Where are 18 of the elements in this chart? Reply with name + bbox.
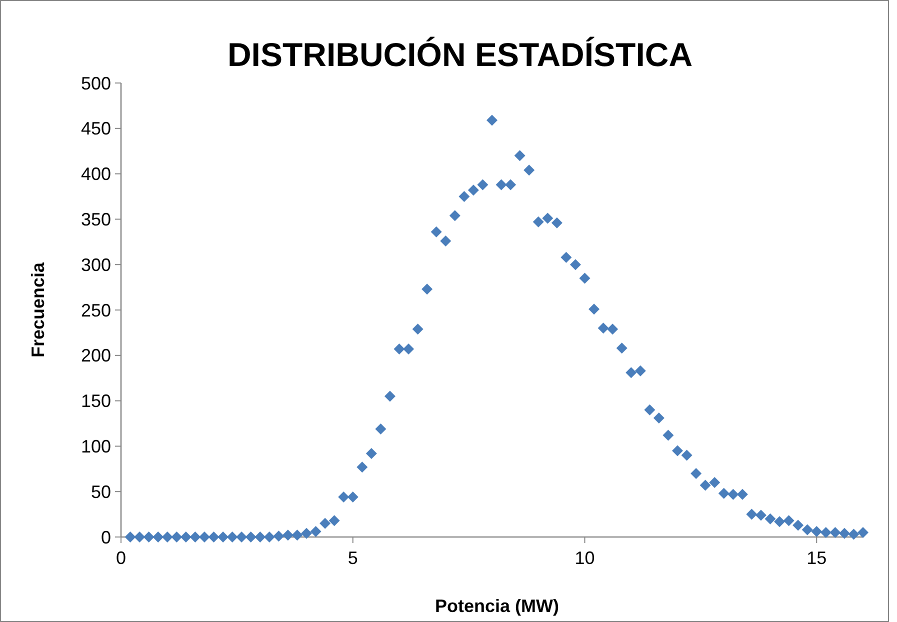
y-tick-label: 450 bbox=[80, 118, 111, 139]
x-tick-label: 15 bbox=[806, 548, 827, 568]
x-tick-label: 0 bbox=[116, 548, 126, 568]
chart-title: DISTRIBUCIÓN ESTADÍSTICA bbox=[227, 36, 693, 73]
y-tick-label: 250 bbox=[80, 300, 111, 320]
x-tick-label: 5 bbox=[348, 548, 358, 568]
y-tick-label: 400 bbox=[80, 164, 111, 184]
x-axis-title: Potencia (MW) bbox=[435, 596, 559, 616]
y-tick-label: 0 bbox=[100, 527, 111, 548]
x-tick-label: 10 bbox=[574, 548, 595, 568]
y-axis-title: Frecuencia bbox=[28, 261, 48, 358]
y-tick-label: 100 bbox=[80, 436, 111, 456]
y-tick-label: 500 bbox=[80, 73, 111, 94]
y-tick-label: 50 bbox=[90, 482, 111, 502]
y-tick-label: 300 bbox=[80, 254, 111, 275]
y-tick-label: 350 bbox=[80, 210, 111, 230]
y-tick-label: 150 bbox=[80, 391, 111, 412]
y-tick-label: 200 bbox=[80, 346, 111, 366]
